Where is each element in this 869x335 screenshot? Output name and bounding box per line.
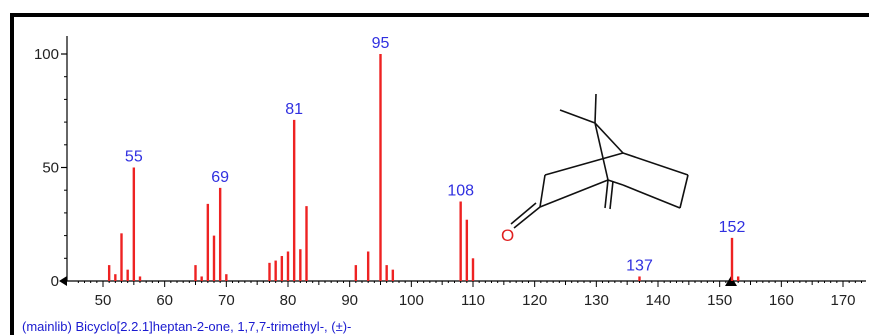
peak-label: 152 [719,219,746,236]
peak-label: 81 [285,101,303,118]
molecule-structure [510,93,689,229]
y-axis-ticks: 0 50 100 [34,46,67,290]
x-tick-label: 90 [341,292,358,309]
peak-label: 95 [372,35,390,52]
x-tick-label: 110 [461,292,485,309]
compound-caption: (mainlib) Bicyclo[2.2.1]heptan-2-one, 1,… [22,319,351,334]
oxygen-atom-label: O [501,226,514,245]
y-tick-label: 100 [34,46,59,63]
x-tick-label: 160 [769,292,794,309]
x-axis-ticks: 50 60 70 80 90 100 110 120 130 140 150 160 170 [77,281,862,309]
x-tick-label: 120 [522,292,547,309]
x-tick-label: 140 [645,292,670,309]
x-tick-label: 50 [95,292,112,309]
x-tick-label: 80 [280,292,297,309]
x-tick-label: 150 [707,292,732,309]
peak-label: 69 [211,169,229,186]
peak-label: 55 [125,149,143,166]
spectrum-bars [107,54,740,281]
chart-frame [10,13,869,335]
y-tick-label: 50 [42,160,59,177]
peak-label: 137 [626,257,653,274]
peak-label: 108 [447,183,474,200]
x-tick-label: 70 [218,292,235,309]
y-tick-label: 0 [51,273,59,290]
x-tick-label: 170 [830,292,855,309]
peak-labels: 55 69 81 95 108 137 152 [125,35,746,274]
x-tick-label: 100 [399,292,424,309]
x-tick-label: 60 [156,292,173,309]
x-tick-label: 130 [584,292,609,309]
